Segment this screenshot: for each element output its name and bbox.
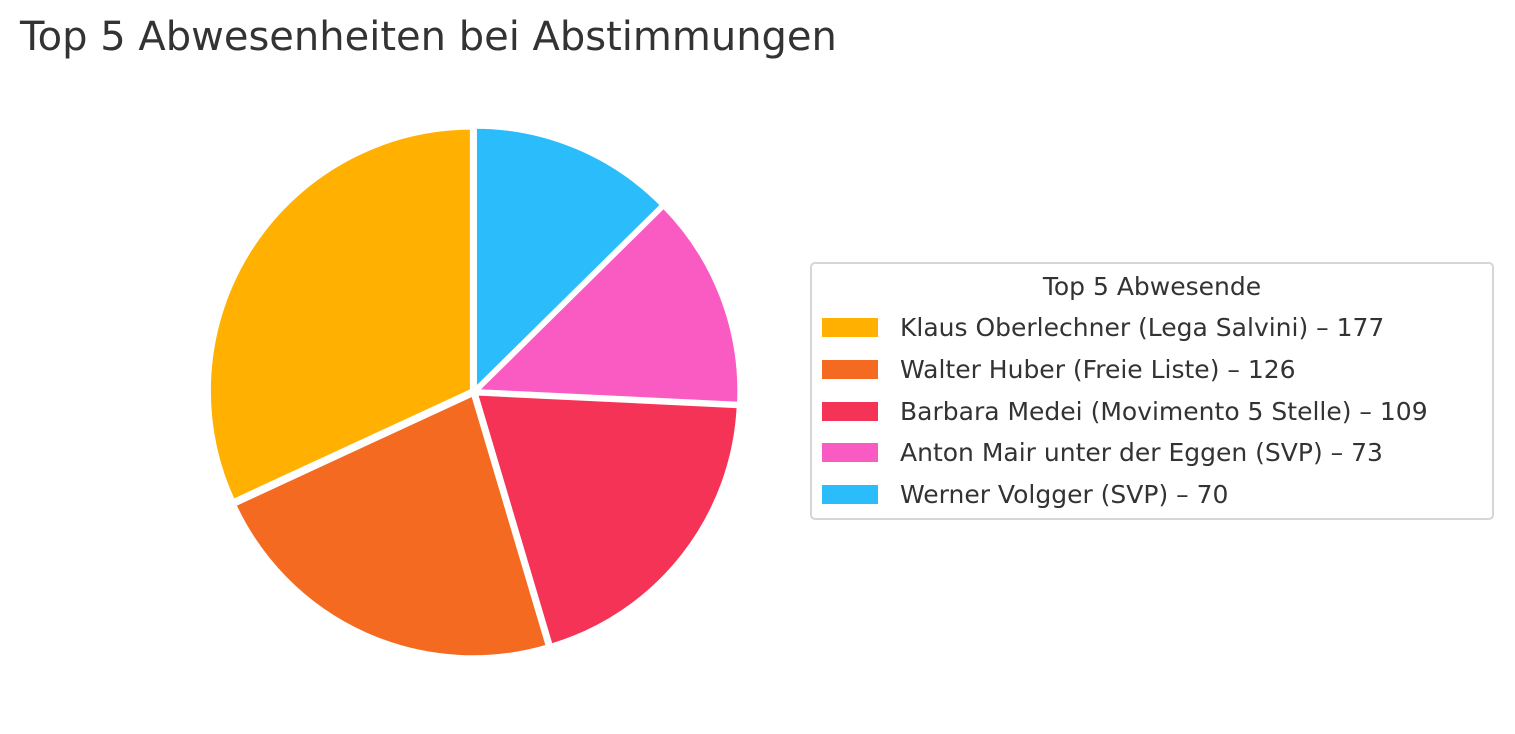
legend-label: Barbara Medei (Movimento 5 Stelle) – 109	[900, 396, 1428, 426]
chart-title: Top 5 Abwesenheiten bei Abstimmungen	[20, 14, 837, 60]
legend-item: Anton Mair unter der Eggen (SVP) – 73	[822, 434, 1383, 470]
legend-item: Walter Huber (Freie Liste) – 126	[822, 351, 1296, 387]
pie-slice	[474, 204, 742, 406]
legend-swatch	[822, 484, 878, 504]
legend-swatch	[822, 442, 878, 462]
pie-slice	[473, 391, 741, 648]
legend-item: Barbara Medei (Movimento 5 Stelle) – 109	[822, 393, 1428, 429]
pie-chart	[206, 124, 742, 660]
legend-swatch	[822, 317, 878, 337]
legend-label: Werner Volgger (SVP) – 70	[900, 479, 1229, 509]
legend: Top 5 Abwesende Klaus Oberlechner (Lega …	[810, 262, 1494, 520]
legend-label: Anton Mair unter der Eggen (SVP) – 73	[900, 437, 1383, 467]
pie-slice	[472, 124, 665, 392]
legend-item: Werner Volgger (SVP) – 70	[822, 476, 1228, 512]
legend-title: Top 5 Abwesende	[1042, 272, 1262, 301]
legend-swatch	[822, 401, 878, 421]
legend-label: Klaus Oberlechner (Lega Salvini) – 177	[900, 312, 1385, 342]
legend-label: Walter Huber (Freie Liste) – 126	[900, 354, 1296, 384]
legend-swatch	[822, 359, 878, 379]
pie-slice	[206, 125, 474, 504]
pie-slice	[232, 392, 550, 660]
legend-item: Klaus Oberlechner (Lega Salvini) – 177	[822, 309, 1384, 345]
